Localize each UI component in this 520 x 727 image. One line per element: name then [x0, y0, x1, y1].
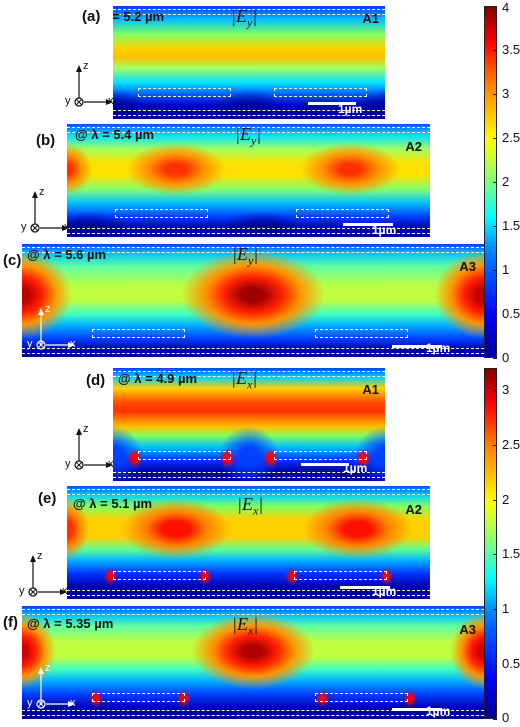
colorbar-tick-mark [493, 444, 497, 446]
field-component-label: |Ex| [237, 494, 264, 518]
colorbar-tick-mark [493, 609, 497, 611]
colorbar-tick-label: 1 [502, 601, 510, 617]
nanostructure-outline [113, 571, 206, 580]
nanostructure-outline [138, 451, 231, 460]
colorbar-tick-label: 0.5 [502, 656, 520, 672]
nanostructure-outline [115, 209, 208, 218]
colorbar-tick-label: 1.5 [502, 546, 520, 562]
panel-c-label: (c) [3, 252, 22, 269]
colorbar-tick-mark [493, 138, 497, 139]
structure-tag: A2 [405, 502, 422, 517]
nanostructure-outline [296, 209, 389, 218]
wavelength-label: @ λ = 5.2 µm [113, 9, 165, 24]
nanostructure-outline [92, 329, 185, 338]
coordinate-axes-icon: z y x [27, 303, 76, 350]
nanostructure-outline [92, 693, 185, 702]
scale-bar [301, 463, 349, 466]
colorbar-tick-label: 0 [502, 350, 510, 365]
colorbar-tick-label: 3 [502, 381, 510, 397]
colorbar-tick-label: 2 [502, 491, 510, 507]
colorbar-tick-mark [493, 182, 497, 183]
wavelength-label: @ λ = 5.1 µm [73, 496, 153, 511]
panel-a-field-map: @ λ = 5.2 µm |Ey| A1 1µm [113, 6, 385, 119]
field-component-label: |Ex| [231, 368, 258, 392]
coordinate-axes-icon: z y x [27, 662, 76, 709]
panel-e-field-map: @ λ = 5.1 µm |Ex| A2 1µm [67, 486, 430, 599]
colorbar-tick-mark [493, 94, 497, 95]
coordinate-axes-icon: z y x [19, 550, 68, 597]
colorbar-tick-label: 0 [502, 710, 510, 725]
panel-c-field-map: @ λ = 5.6 µm |Ey| A3 1µm [22, 244, 484, 357]
colorbar-tick-mark [493, 389, 497, 391]
scale-bar [392, 708, 442, 711]
colorbar-tick-label: 0.5 [502, 306, 520, 321]
colorbar-tick-mark [493, 314, 497, 315]
wavelength-label: @ λ = 5.35 µm [27, 616, 114, 631]
colorbar-tick-mark [493, 270, 497, 271]
nanostructure-outline [315, 693, 408, 702]
colorbar-tick-mark [493, 664, 497, 666]
nanostructure-outline [274, 451, 367, 460]
panel-f-label: (f) [3, 614, 18, 631]
panel-d-label: (d) [86, 372, 106, 389]
colorbar-tick-mark [493, 499, 497, 501]
scale-bar-label: 1µm [426, 341, 451, 355]
field-component-label: |Ex| [232, 614, 259, 638]
colorbar-tick-label: 3.5 [502, 42, 520, 57]
nanostructure-outline [315, 329, 408, 338]
colorbar-tick-mark [493, 226, 497, 227]
field-component-label: |Ey| [231, 6, 258, 30]
field-component-label: |Ey| [235, 124, 262, 148]
colorbar-tick-mark [493, 6, 497, 7]
scale-bar [340, 586, 390, 589]
panel-a-label: (a) [82, 8, 101, 25]
scale-bar-label: 1µm [343, 461, 368, 475]
nanostructure-outline [294, 571, 387, 580]
panel-b-label: (b) [36, 132, 56, 149]
colorbar-tick-mark [493, 358, 497, 359]
structure-tag: A1 [362, 11, 379, 26]
scale-bar [308, 102, 356, 105]
wavelength-label: @ λ = 4.9 µm [118, 371, 198, 386]
nanostructure-outline [274, 88, 367, 97]
field-component-label: |Ey| [232, 244, 259, 268]
colorbar-tick-label: 1.5 [502, 218, 520, 233]
colorbar-tick-mark [493, 554, 497, 556]
scale-bar-label: 1µm [372, 223, 397, 237]
colorbar-tick-mark [493, 719, 497, 720]
coordinate-axes-icon: z y x [65, 423, 114, 470]
colorbar-tick-mark [493, 50, 497, 51]
wavelength-label: @ λ = 5.6 µm [27, 247, 107, 262]
panel-b-field-map: @ λ = 5.4 µm |Ey| A2 1µm [67, 124, 430, 237]
colorbar-tick-label: 1 [502, 262, 510, 277]
structure-tag: A3 [459, 259, 476, 274]
colorbar-tick-label: 2.5 [502, 436, 520, 452]
wavelength-label: @ λ = 5.4 µm [75, 127, 155, 142]
colorbar-bottom [484, 368, 497, 719]
structure-tag: A1 [362, 382, 379, 397]
colorbar-tick-label: 2.5 [502, 130, 520, 145]
panel-e-label: (e) [38, 490, 57, 507]
scale-bar [392, 345, 442, 348]
scale-bar-label: 1µm [426, 704, 451, 718]
structure-tag: A2 [405, 139, 422, 154]
colorbar-tick-label: 2 [502, 174, 510, 189]
colorbar-tick-label: 4 [502, 0, 510, 15]
coordinate-axes-icon: z y x [21, 186, 70, 233]
structure-tag: A3 [459, 622, 476, 637]
scale-bar-label: 1µm [338, 102, 363, 116]
scale-bar [343, 223, 393, 226]
panel-d-field-map: @ λ = 4.9 µm |Ex| A1 1µm [113, 368, 385, 481]
colorbar-tick-label: 3 [502, 86, 510, 101]
nanostructure-outline [138, 88, 231, 97]
scale-bar-label: 1µm [372, 584, 397, 598]
panel-f-field-map: @ λ = 5.35 µm |Ex| A3 1µm [22, 606, 484, 719]
coordinate-axes-icon: z y x [65, 60, 114, 107]
